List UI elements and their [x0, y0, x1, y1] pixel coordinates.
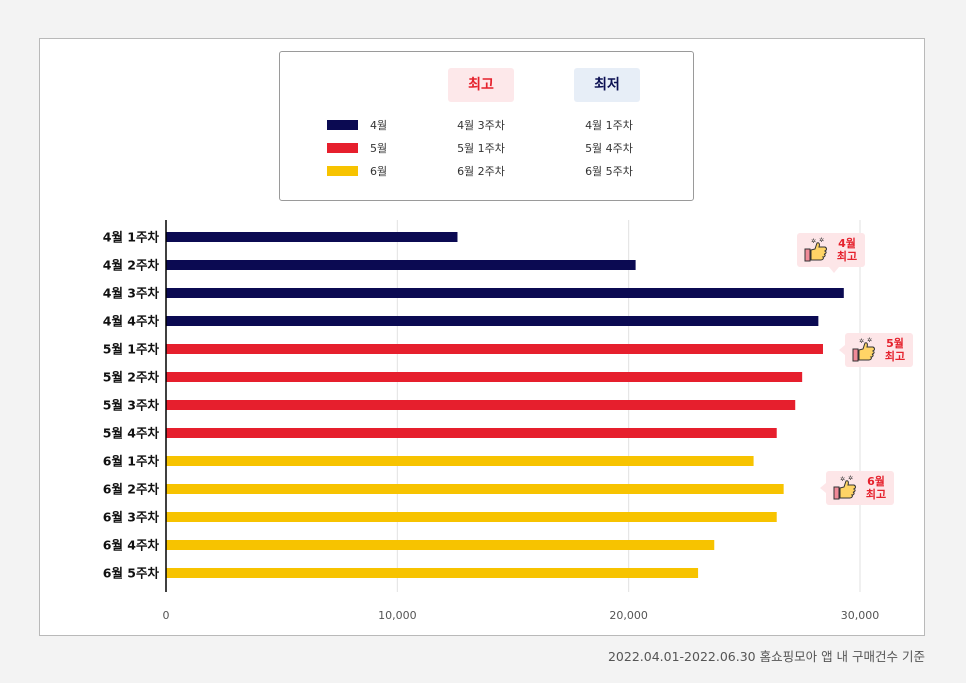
bar	[166, 456, 754, 466]
thumbs-up-icon: ✲ ✲	[852, 337, 875, 362]
thumbs-up-icon: ✲ ✲	[804, 237, 827, 262]
category-label: 5월 1주차	[103, 342, 160, 357]
category-label: 4월 4주차	[103, 314, 160, 329]
bar	[166, 316, 819, 326]
svg-text:✲: ✲	[859, 338, 864, 345]
bar	[166, 400, 796, 410]
legend-swatch-may	[327, 143, 358, 153]
bars	[166, 232, 844, 578]
svg-text:✲: ✲	[840, 476, 845, 483]
legend-worst-may: 5월 4주차	[585, 142, 633, 155]
legend-swatch-april	[327, 120, 358, 130]
svg-text:✲: ✲	[811, 238, 816, 245]
svg-text:✲: ✲	[867, 337, 872, 344]
legend-month-april: 4월	[370, 119, 388, 132]
bar	[166, 540, 715, 550]
best-badge-june: ✲ ✲ 6월 최고	[820, 471, 894, 505]
x-tick-label: 20,000	[609, 609, 648, 622]
category-label: 4월 2주차	[103, 258, 160, 273]
best-badge-april: ✲ ✲ 4월 최고	[797, 233, 865, 273]
legend-worst-june: 6월 5주차	[585, 165, 633, 178]
category-label: 5월 4주차	[103, 426, 160, 441]
category-label: 6월 3주차	[103, 510, 160, 525]
x-tick-label: 0	[163, 609, 170, 622]
legend-swatch-june	[327, 166, 358, 176]
badge-text-may: 5월 최고	[884, 337, 906, 363]
footnote: 2022.04.01-2022.06.30 홈쇼핑모아 앱 내 구매건수 기준	[607, 649, 925, 664]
x-tick-label: 10,000	[378, 609, 417, 622]
legend-best-april: 4월 3주차	[457, 119, 505, 132]
bar	[166, 512, 777, 522]
category-label: 5월 3주차	[103, 398, 160, 413]
category-label: 6월 4주차	[103, 538, 160, 553]
legend-header-worst: 최저	[574, 68, 640, 102]
legend-table: 최고 최저 4월 4월 3주차 4월 1주차 5월 5월 1주차 5월 4주차 …	[279, 51, 694, 201]
legend-month-june: 6월	[370, 165, 388, 178]
legend-best-june: 6월 2주차	[457, 165, 505, 178]
badge-text-april: 4월 최고	[836, 237, 858, 263]
best-badge-may: ✲ ✲ 5월 최고	[839, 333, 913, 367]
category-label: 5월 2주차	[103, 370, 160, 385]
bar	[166, 288, 844, 298]
x-tick-labels: 0 10,000 20,000 30,000	[163, 609, 880, 622]
bar	[166, 232, 458, 242]
bar	[166, 568, 699, 578]
category-label: 4월 3주차	[103, 286, 160, 301]
category-label: 6월 2주차	[103, 482, 160, 497]
category-labels: 4월 1주차 4월 2주차 4월 3주차 4월 4주차 5월 1주차 5월 2주차 5월 3…	[103, 230, 160, 581]
svg-text:✲: ✲	[819, 237, 824, 244]
bar	[166, 372, 803, 382]
legend-month-may: 5월	[370, 142, 388, 155]
bar	[166, 344, 823, 354]
bar	[166, 484, 784, 494]
category-label: 4월 1주차	[103, 230, 160, 245]
legend-header-best: 최고	[448, 68, 514, 102]
legend-worst-april: 4월 1주차	[585, 119, 633, 132]
legend-best-may: 5월 1주차	[457, 142, 505, 155]
bar	[166, 260, 636, 270]
category-label: 6월 1주차	[103, 454, 160, 469]
category-label: 6월 5주차	[103, 566, 160, 581]
svg-text:✲: ✲	[848, 475, 853, 482]
x-tick-label: 30,000	[841, 609, 880, 622]
bar	[166, 428, 777, 438]
badge-text-june: 6월 최고	[865, 475, 887, 501]
thumbs-up-icon: ✲ ✲	[833, 475, 856, 500]
